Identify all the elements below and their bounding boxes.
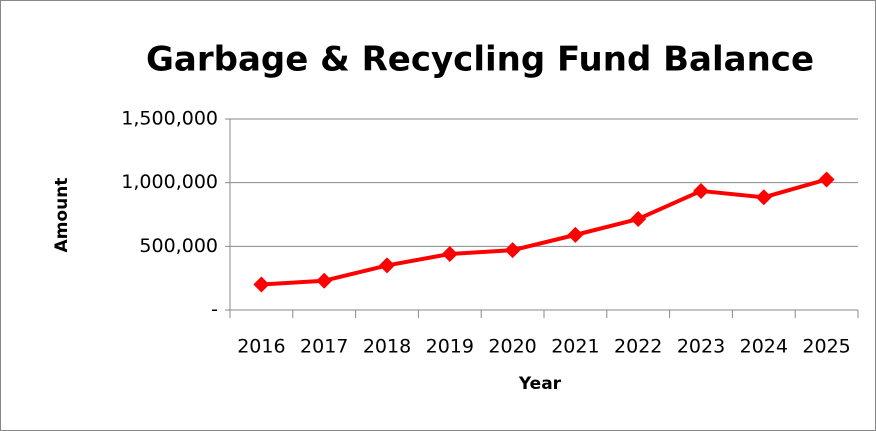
x-tick-label: 2021 [551, 336, 599, 358]
x-tick-label: 2022 [614, 336, 662, 358]
data-marker [630, 210, 647, 227]
data-marker [253, 276, 270, 293]
x-axis-title: Year [518, 374, 562, 394]
x-tick-label: 2025 [802, 336, 850, 358]
data-marker [818, 171, 835, 188]
y-tick-label: - [211, 299, 218, 321]
chart-title: Garbage & Recycling Fund Balance [146, 40, 814, 80]
data-marker [693, 182, 709, 199]
data-marker [316, 272, 333, 289]
x-tick-label: 2018 [363, 336, 411, 358]
x-tick-label: 2023 [677, 336, 725, 358]
data-line [261, 177, 828, 287]
data-marker [379, 257, 395, 274]
x-tick-label: 2017 [300, 336, 348, 358]
data-marker [755, 189, 772, 206]
x-tick-label: 2016 [237, 336, 285, 358]
x-tick-label: 2019 [426, 336, 474, 358]
y-tick-label: 500,000 [139, 235, 218, 257]
y-tick-label: 1,000,000 [121, 171, 218, 193]
x-tick-label: 2024 [740, 336, 788, 358]
data-marker [504, 242, 521, 259]
data-marker [441, 245, 458, 262]
y-tick-label: 1,500,000 [121, 108, 218, 130]
data-marker [567, 226, 584, 243]
y-axis-title: Amount [52, 178, 72, 253]
x-tick-label: 2020 [488, 336, 536, 358]
